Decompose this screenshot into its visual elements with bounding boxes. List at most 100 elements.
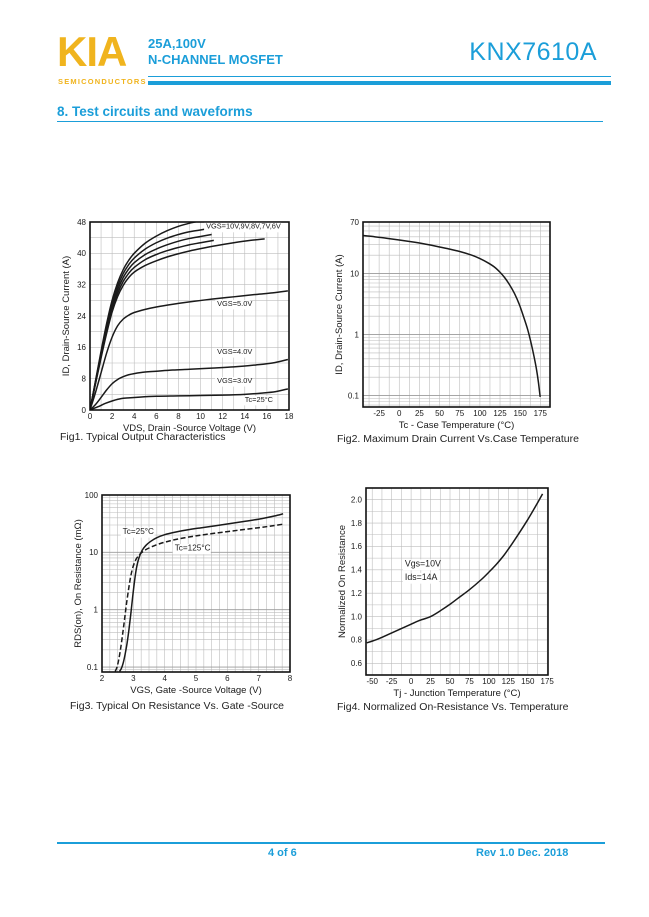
header-rule-thick [148, 81, 611, 85]
svg-text:100: 100 [85, 491, 99, 500]
svg-text:24: 24 [77, 312, 86, 321]
svg-text:0.6: 0.6 [351, 659, 363, 668]
header-rule-thin [148, 76, 611, 78]
svg-text:Tc=25°C: Tc=25°C [245, 395, 274, 404]
svg-text:0: 0 [409, 677, 414, 686]
svg-text:40: 40 [77, 249, 86, 258]
svg-text:4: 4 [132, 412, 137, 421]
svg-text:175: 175 [534, 409, 548, 418]
svg-text:3: 3 [131, 674, 136, 683]
svg-text:-50: -50 [366, 677, 378, 686]
svg-text:175: 175 [541, 677, 555, 686]
kia-logo-subtext: SEMICONDUCTORS [58, 77, 147, 86]
footer-revision: Rev 1.0 Dec. 2018 [476, 847, 569, 859]
svg-text:0.1: 0.1 [348, 391, 360, 400]
figure-1: 0 2 4 6 8 10 12 14 16 18 0 8 16 24 32 40 48 VDS, Drain -S… [40, 212, 303, 446]
fig2-caption: Fig2. Maximum Drain Current Vs.Case Temp… [337, 433, 579, 445]
svg-text:1.4: 1.4 [351, 566, 363, 575]
svg-text:VGS=10V,9V,8V,7V,6V: VGS=10V,9V,8V,7V,6V [206, 222, 281, 231]
section-title: 8. Test circuits and waveforms [57, 104, 253, 119]
svg-text:10: 10 [350, 269, 359, 278]
svg-text:100: 100 [473, 409, 487, 418]
fig4-caption: Fig4. Normalized On-Resistance Vs. Tempe… [337, 701, 569, 713]
kia-logo: KIA [57, 28, 127, 75]
svg-text:8: 8 [176, 412, 181, 421]
svg-text:1.8: 1.8 [351, 519, 363, 528]
svg-text:50: 50 [435, 409, 444, 418]
svg-text:2: 2 [110, 412, 115, 421]
svg-text:100: 100 [482, 677, 496, 686]
svg-text:150: 150 [521, 677, 535, 686]
svg-text:Tc - Case Temperature (°C): Tc - Case Temperature (°C) [399, 420, 515, 431]
svg-text:12: 12 [218, 412, 227, 421]
svg-text:8: 8 [288, 674, 293, 683]
svg-text:0: 0 [82, 406, 87, 415]
svg-text:6: 6 [154, 412, 159, 421]
svg-text:Normalized On Resistance: Normalized On Resistance [337, 525, 348, 638]
svg-text:4: 4 [162, 674, 167, 683]
footer-page-indicator: 4 of 6 [268, 847, 297, 859]
svg-text:2.0: 2.0 [351, 495, 363, 504]
svg-text:10: 10 [196, 412, 205, 421]
svg-text:125: 125 [493, 409, 507, 418]
figure-3: 2 3 4 5 6 7 8 100 10 1 0.1 VGS, Gate -Source Voltag… [52, 485, 304, 712]
svg-text:32: 32 [77, 280, 86, 289]
svg-text:Tj - Junction Temperature (°C): Tj - Junction Temperature (°C) [393, 688, 520, 699]
figure-2: -25 0 25 50 75 100 125 150 175 70 10 1 0.1 Tc - Case … [313, 212, 579, 445]
svg-text:2: 2 [100, 674, 105, 683]
svg-text:RDS(on), On Resistance (mΩ): RDS(on), On Resistance (mΩ) [73, 519, 84, 648]
device-type: N-CHANNEL MOSFET [148, 52, 283, 67]
svg-text:1: 1 [355, 330, 360, 339]
svg-text:ID, Drain-Source Current (A): ID, Drain-Source Current (A) [334, 254, 345, 374]
svg-text:1.0: 1.0 [351, 612, 363, 621]
svg-text:75: 75 [465, 677, 474, 686]
svg-text:18: 18 [285, 412, 294, 421]
svg-text:VGS=4.0V: VGS=4.0V [217, 347, 252, 356]
svg-text:0.8: 0.8 [351, 636, 363, 645]
svg-text:75: 75 [455, 409, 464, 418]
svg-text:16: 16 [262, 412, 271, 421]
svg-text:Vgs=10V: Vgs=10V [405, 558, 441, 568]
svg-text:150: 150 [514, 409, 528, 418]
fig4-normalized-resistance-chart: -50 -25 0 25 50 75 100 125 150 175 0.6 0.8 1.0 1.2 1.4… [337, 487, 555, 699]
svg-text:7: 7 [256, 674, 261, 683]
svg-text:25: 25 [415, 409, 424, 418]
svg-text:14: 14 [240, 412, 249, 421]
fig3-caption: Fig3. Typical On Resistance Vs. Gate -So… [70, 700, 284, 712]
svg-text:VGS, Gate -Source Voltage (V): VGS, Gate -Source Voltage (V) [130, 685, 261, 696]
svg-text:Ids=14A: Ids=14A [405, 572, 438, 582]
svg-text:8: 8 [82, 374, 87, 383]
device-rating: 25A,100V [148, 36, 206, 51]
svg-text:0: 0 [88, 412, 93, 421]
svg-text:-25: -25 [386, 677, 398, 686]
svg-text:48: 48 [77, 218, 86, 227]
svg-text:-25: -25 [373, 409, 385, 418]
svg-text:70: 70 [350, 218, 359, 227]
svg-text:1.6: 1.6 [351, 542, 363, 551]
svg-text:Tc=125°C: Tc=125°C [175, 543, 211, 552]
svg-text:1.2: 1.2 [351, 589, 363, 598]
svg-text:5: 5 [194, 674, 199, 683]
svg-text:50: 50 [446, 677, 455, 686]
fig3-on-resistance-chart: 2 3 4 5 6 7 8 100 10 1 0.1 VGS, Gate -Source Voltag… [73, 491, 293, 696]
svg-text:125: 125 [502, 677, 516, 686]
svg-text:0: 0 [397, 409, 402, 418]
part-number: KNX7610A [469, 38, 597, 66]
footer-rule [57, 842, 605, 844]
svg-text:25: 25 [426, 677, 435, 686]
figure-4: -50 -25 0 25 50 75 100 125 150 175 0.6 0.8 1.0 1.2 1.4… [316, 478, 568, 713]
fig2-max-drain-current-chart: -25 0 25 50 75 100 125 150 175 70 10 1 0.1 Tc - Case … [334, 218, 551, 431]
svg-text:6: 6 [225, 674, 230, 683]
svg-text:VDS, Drain -Source Voltage (V): VDS, Drain -Source Voltage (V) [123, 423, 256, 434]
svg-text:ID, Drain-Source Current (A): ID, Drain-Source Current (A) [61, 256, 72, 376]
svg-text:0.1: 0.1 [87, 663, 99, 672]
fig1-caption: Fig1. Typical Output Characteristics [60, 431, 226, 443]
svg-text:16: 16 [77, 343, 86, 352]
section-underline [57, 121, 603, 123]
svg-text:VGS=5.0V: VGS=5.0V [217, 299, 252, 308]
svg-text:10: 10 [89, 548, 98, 557]
svg-text:Tc=25°C: Tc=25°C [123, 527, 154, 536]
svg-text:1: 1 [94, 606, 99, 615]
